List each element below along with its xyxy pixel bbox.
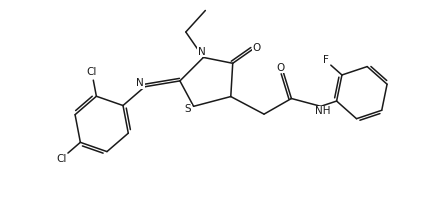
Text: Cl: Cl [87,67,97,77]
Text: O: O [276,63,285,72]
Text: Cl: Cl [56,154,67,164]
Text: N: N [136,78,144,88]
Text: F: F [323,55,328,65]
Text: O: O [253,43,261,53]
Text: NH: NH [315,106,331,116]
Text: S: S [184,104,191,114]
Text: N: N [198,46,206,57]
